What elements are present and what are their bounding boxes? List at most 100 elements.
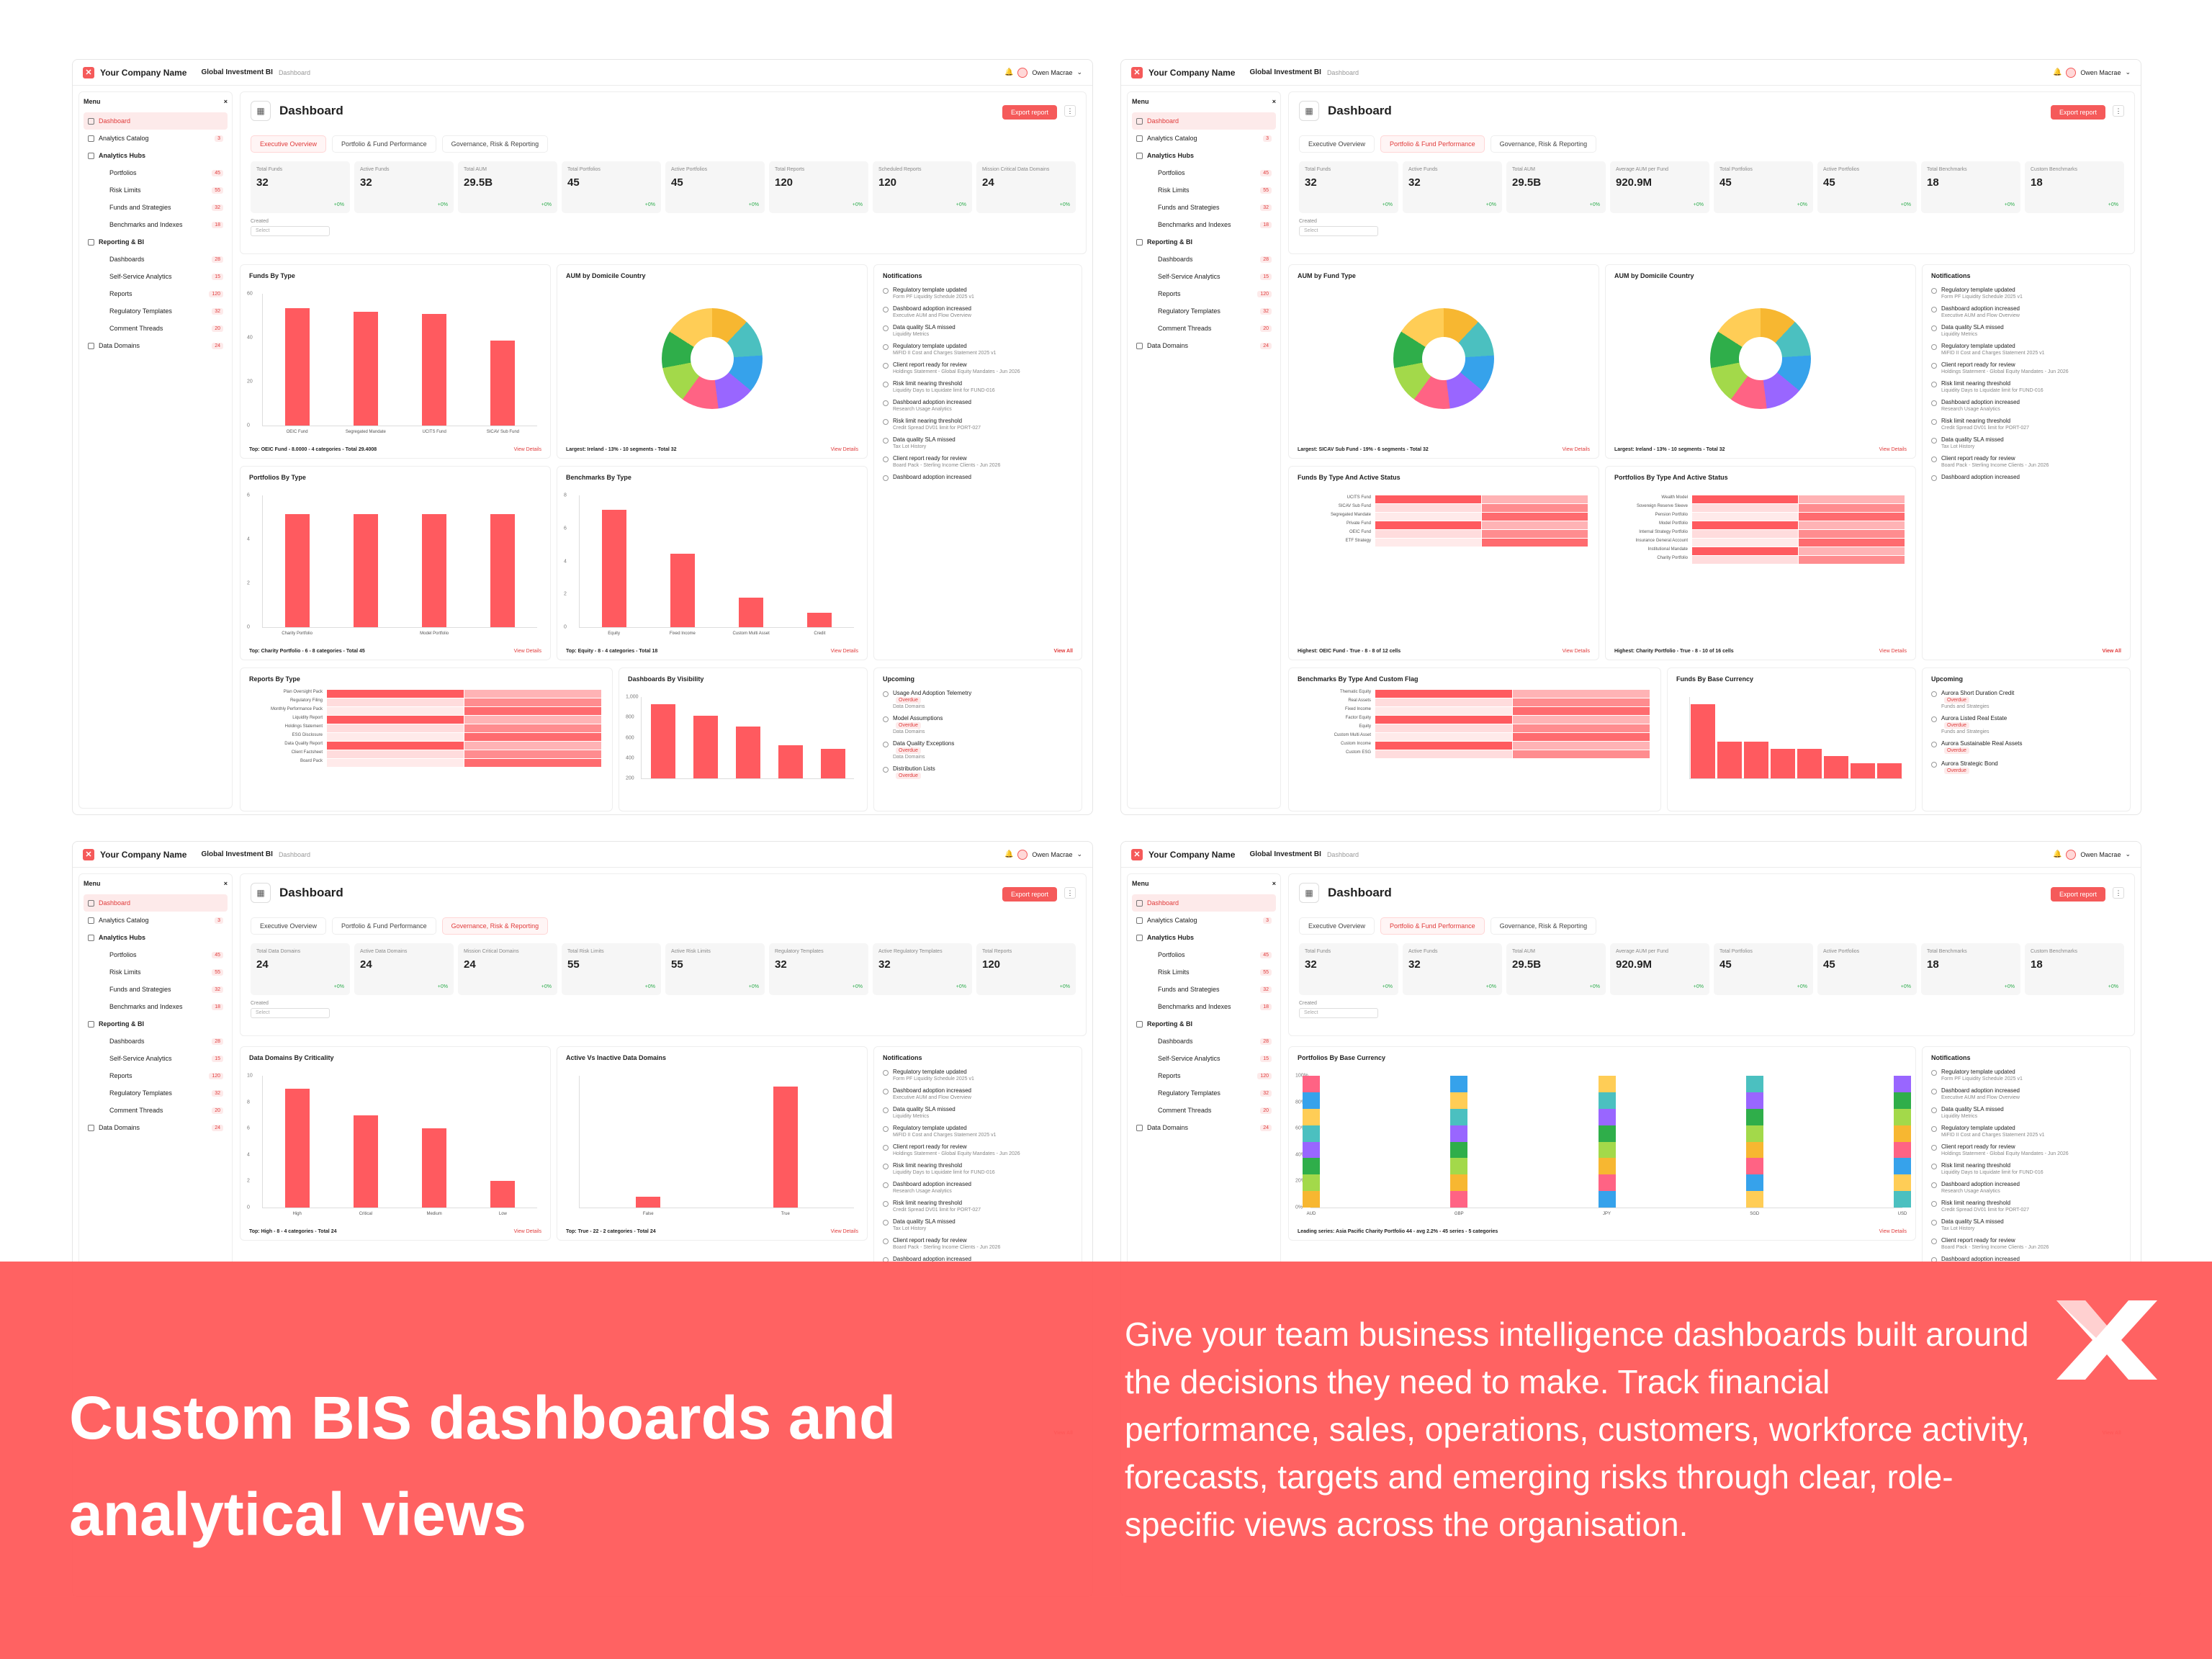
tab-0[interactable]: Executive Overview — [1299, 917, 1375, 935]
notification-item[interactable]: Risk limit nearing threshold Liquidity Da… — [1931, 1162, 2121, 1175]
notification-item[interactable]: Data quality SLA missed Tax Lot History — [1931, 1218, 2121, 1231]
avatar[interactable] — [2066, 849, 2077, 860]
notification-item[interactable]: Dashboard adoption increased — [883, 474, 1073, 482]
upcoming-item[interactable]: Aurora Short Duration Credit Overdue Funds… — [1931, 690, 2121, 709]
notification-item[interactable]: Regulatory template updated Form PF Liqui… — [883, 1069, 1073, 1082]
view-details-link[interactable]: View Details — [1562, 447, 1590, 452]
user-menu[interactable]: 🔔 Owen Macrae ⌄ — [2053, 67, 2131, 78]
tab-0[interactable]: Executive Overview — [251, 135, 327, 153]
notification-item[interactable]: Risk limit nearing threshold Credit Sprea… — [883, 418, 1073, 431]
sidebar-item[interactable]: Regulatory Templates 32 — [84, 1084, 228, 1102]
tab-0[interactable]: Executive Overview — [1299, 135, 1375, 153]
created-select[interactable]: Select — [251, 226, 330, 236]
sidebar-item[interactable]: Dashboards 28 — [84, 1033, 228, 1050]
sidebar-item[interactable]: Funds and Strategies 32 — [84, 981, 228, 998]
sidebar-item[interactable]: Dashboard — [84, 894, 228, 912]
sidebar-item[interactable]: Dashboards 28 — [1132, 251, 1276, 268]
sidebar-item[interactable]: Data Domains 24 — [1132, 1119, 1276, 1136]
notification-item[interactable]: Client report ready for review Holdings S… — [883, 361, 1073, 374]
sidebar-item[interactable]: Funds and Strategies 32 — [1132, 199, 1276, 216]
notification-item[interactable]: Client report ready for review Board Pack… — [883, 1237, 1073, 1250]
sidebar-item[interactable]: Comment Threads 20 — [1132, 320, 1276, 337]
sidebar-item[interactable]: Data Domains 24 — [1132, 337, 1276, 354]
export-report-button[interactable]: Export report — [2050, 105, 2105, 120]
sidebar-item[interactable]: Analytics Hubs — [1132, 929, 1276, 946]
tab-2[interactable]: Governance, Risk & Reporting — [1490, 135, 1597, 153]
notification-item[interactable]: Data quality SLA missed Liquidity Metrics — [883, 1106, 1073, 1119]
view-details-link[interactable]: View Details — [513, 649, 541, 654]
notification-item[interactable]: Data quality SLA missed Liquidity Metrics — [1931, 324, 2121, 337]
sidebar-item[interactable]: Self-Service Analytics 15 — [1132, 1050, 1276, 1067]
sidebar-item[interactable]: Benchmarks and Indexes 18 — [1132, 998, 1276, 1015]
tab-2[interactable]: Governance, Risk & Reporting — [1490, 917, 1597, 935]
export-report-button[interactable]: Export report — [2050, 887, 2105, 902]
notification-item[interactable]: Risk limit nearing threshold Liquidity Da… — [1931, 380, 2121, 393]
view-details-link[interactable]: View Details — [1562, 649, 1590, 654]
notification-item[interactable]: Dashboard adoption increased Executive AU… — [1931, 1087, 2121, 1100]
tab-2[interactable]: Governance, Risk & Reporting — [441, 917, 549, 935]
user-menu[interactable]: 🔔 Owen Macrae ⌄ — [1004, 849, 1082, 860]
sidebar-item[interactable]: Dashboard — [84, 112, 228, 130]
notification-item[interactable]: Dashboard adoption increased Research Usa… — [1931, 399, 2121, 412]
export-report-button[interactable]: Export report — [1002, 105, 1057, 120]
sidebar-item[interactable]: Reporting & BI — [1132, 233, 1276, 251]
sidebar-item[interactable]: Data Domains 24 — [84, 1119, 228, 1136]
sidebar-item[interactable]: Analytics Hubs — [84, 147, 228, 164]
chevron-down-icon[interactable]: ⌄ — [1076, 850, 1082, 858]
notification-item[interactable]: Data quality SLA missed Tax Lot History — [883, 436, 1073, 449]
tab-1[interactable]: Portfolio & Fund Performance — [332, 135, 436, 153]
sidebar-item[interactable]: Analytics Hubs — [84, 929, 228, 946]
sidebar-item[interactable]: Analytics Catalog 3 — [84, 130, 228, 147]
notification-item[interactable]: Data quality SLA missed Liquidity Metrics — [1931, 1106, 2121, 1119]
notification-item[interactable]: Data quality SLA missed Tax Lot History — [1931, 436, 2121, 449]
created-select[interactable]: Select — [1299, 1008, 1378, 1018]
sidebar-item[interactable]: Data Domains 24 — [84, 337, 228, 354]
notification-item[interactable]: Dashboard adoption increased — [1931, 474, 2121, 482]
notification-item[interactable]: Regulatory template updated Form PF Liqui… — [1931, 1069, 2121, 1082]
notification-item[interactable]: Client report ready for review Board Pack… — [1931, 1237, 2121, 1250]
view-details-link[interactable]: View Details — [830, 649, 858, 654]
sidebar-item[interactable]: Risk Limits 55 — [84, 181, 228, 199]
view-details-link[interactable]: View Details — [513, 447, 541, 452]
view-details-link[interactable]: View Details — [830, 447, 858, 452]
notification-item[interactable]: Risk limit nearing threshold Credit Sprea… — [1931, 418, 2121, 431]
sidebar-item[interactable]: Reports 120 — [84, 1067, 228, 1084]
upcoming-item[interactable]: Aurora Strategic Bond Overdue — [1931, 760, 2121, 775]
notification-item[interactable]: Client report ready for review Holdings S… — [1931, 1143, 2121, 1156]
close-icon[interactable]: × — [1272, 98, 1276, 105]
notification-item[interactable]: Dashboard adoption increased Executive AU… — [883, 1087, 1073, 1100]
view-details-link[interactable]: View Details — [513, 1229, 541, 1234]
notification-item[interactable]: Dashboard adoption increased Research Usa… — [1931, 1181, 2121, 1194]
sidebar-item[interactable]: Analytics Catalog 3 — [1132, 912, 1276, 929]
sidebar-item[interactable]: Analytics Catalog 3 — [1132, 130, 1276, 147]
notification-item[interactable]: Client report ready for review Holdings S… — [883, 1143, 1073, 1156]
upcoming-item[interactable]: Usage And Adoption Telemetry Overdue Data … — [883, 690, 1073, 709]
notification-item[interactable]: Risk limit nearing threshold Liquidity Da… — [883, 380, 1073, 393]
notification-item[interactable]: Regulatory template updated MiFID II Cost… — [1931, 343, 2121, 356]
notification-item[interactable]: Risk limit nearing threshold Credit Sprea… — [1931, 1200, 2121, 1213]
notification-item[interactable]: Dashboard adoption increased Research Usa… — [883, 1181, 1073, 1194]
notification-bell-icon[interactable]: 🔔 — [2052, 850, 2062, 858]
more-options-icon[interactable]: ⋮ — [1064, 105, 1076, 117]
notification-item[interactable]: Client report ready for review Holdings S… — [1931, 361, 2121, 374]
view-details-link[interactable]: View Details — [830, 1229, 858, 1234]
notification-item[interactable]: Risk limit nearing threshold Liquidity Da… — [883, 1162, 1073, 1175]
more-options-icon[interactable]: ⋮ — [1064, 887, 1076, 899]
sidebar-item[interactable]: Funds and Strategies 32 — [84, 199, 228, 216]
sidebar-item[interactable]: Comment Threads 20 — [84, 1102, 228, 1119]
created-select[interactable]: Select — [251, 1008, 330, 1018]
chevron-down-icon[interactable]: ⌄ — [2125, 68, 2131, 76]
notification-item[interactable]: Regulatory template updated MiFID II Cost… — [883, 343, 1073, 356]
more-options-icon[interactable]: ⋮ — [2113, 105, 2124, 117]
sidebar-item[interactable]: Reporting & BI — [84, 233, 228, 251]
created-select[interactable]: Select — [1299, 226, 1378, 236]
sidebar-item[interactable]: Analytics Hubs — [1132, 147, 1276, 164]
sidebar-item[interactable]: Self-Service Analytics 15 — [84, 1050, 228, 1067]
sidebar-item[interactable]: Regulatory Templates 32 — [84, 302, 228, 320]
tab-1[interactable]: Portfolio & Fund Performance — [1380, 917, 1485, 935]
avatar[interactable] — [2066, 67, 2077, 78]
avatar[interactable] — [1017, 67, 1028, 78]
notification-item[interactable]: Data quality SLA missed Tax Lot History — [883, 1218, 1073, 1231]
sidebar-item[interactable]: Reporting & BI — [1132, 1015, 1276, 1033]
sidebar-item[interactable]: Regulatory Templates 32 — [1132, 1084, 1276, 1102]
